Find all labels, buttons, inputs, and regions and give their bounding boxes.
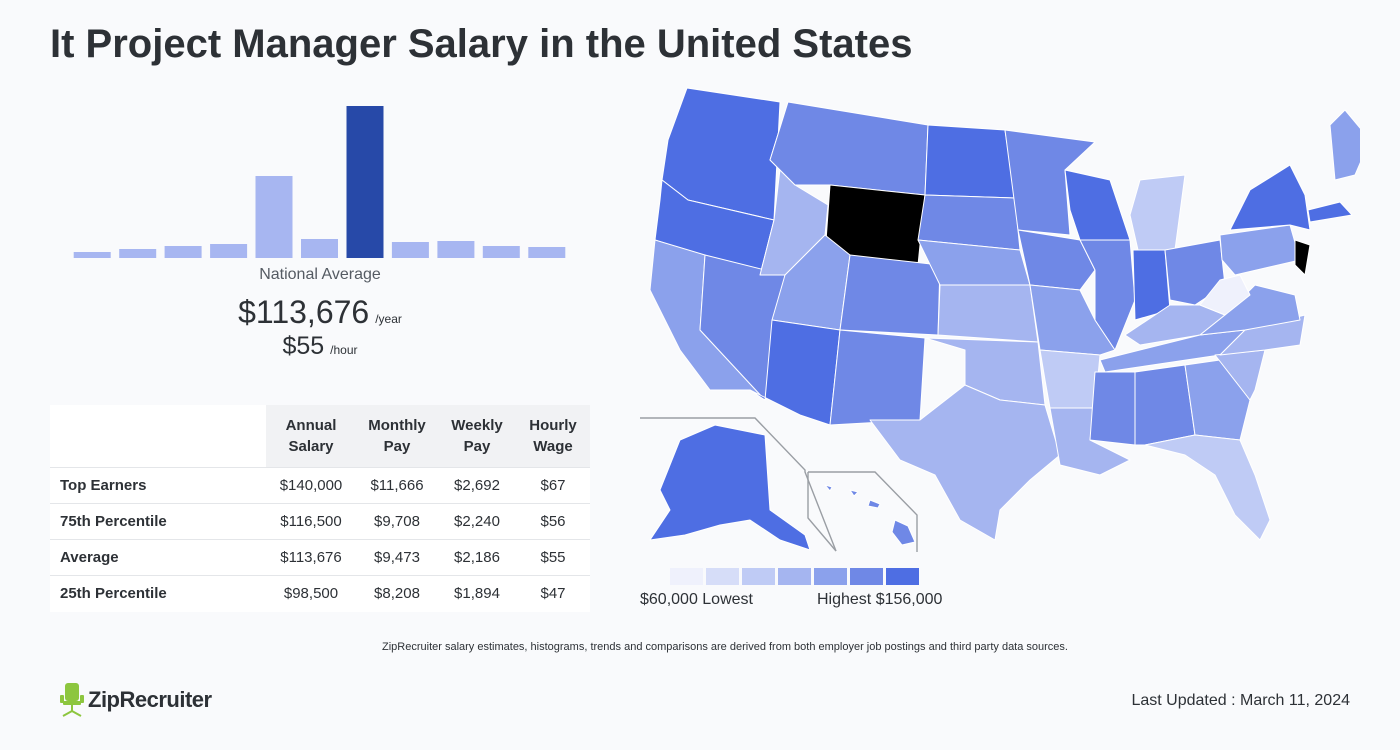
header-hourly-wage: Hourly Wage [516,405,590,468]
table-row: 75th Percentile $116,500 $9,708 $2,240 $… [50,503,590,540]
state-hawaii [824,484,916,546]
national-average-label: National Average [259,266,381,283]
state-iowa [1017,229,1096,291]
brand-name: ZipRecruiter [88,687,212,712]
legend-lowest-label: $60,000 Lowest [640,591,753,608]
table-header-row: Annual Salary Monthly Pay Weekly Pay Hou… [50,405,590,468]
ziprecruiter-logo[interactable]: ZipRecruiter [60,683,212,717]
state-new-mexico [829,329,926,426]
histogram-bar [437,241,475,258]
state-pennsylvania [1219,224,1301,276]
histogram-bar [164,246,202,258]
legend-color-scale [670,568,950,585]
histogram-bar [210,244,248,258]
table-cell: $2,240 [438,503,516,540]
chair-icon [60,683,84,717]
table-cell: $67 [516,467,590,504]
page-title: It Project Manager Salary in the United … [50,22,913,66]
legend-swatch [814,568,847,585]
table-cell: $2,692 [438,467,516,504]
legend-swatch [706,568,739,585]
legend-swatch [742,568,775,585]
hourly-unit: /hour [330,343,358,357]
table-cell: $2,186 [438,539,516,576]
national-average-hourly: $55/hour [70,332,570,361]
last-updated: Last Updated : March 11, 2024 [1131,692,1350,709]
histogram-bar-average [346,106,384,258]
row-label: Average [50,539,266,576]
map-legend: $60,000 Lowest Highest $156,000 [640,568,950,608]
table-row: Average $113,676 $9,473 $2,186 $55 [50,539,590,576]
histogram-bar [255,176,293,258]
histogram-bar [482,246,520,258]
state-mississippi [1089,371,1136,446]
state-montana [769,101,929,196]
row-label: 75th Percentile [50,503,266,540]
state-minnesota [1004,129,1096,236]
table-cell: $56 [516,503,590,540]
header-annual-salary: Annual Salary [266,405,356,468]
alaska-inset-border [640,417,837,552]
histogram-bar [119,249,157,258]
state-south-dakota [917,194,1021,251]
state-georgia [1184,359,1251,441]
legend-swatch [850,568,883,585]
table-cell: $1,894 [438,575,516,612]
state-maine [1329,109,1360,181]
table-cell: $140,000 [266,467,356,504]
table-cell: $8,208 [356,575,438,612]
legend-highest-label: Highest $156,000 [817,591,943,608]
table-cell: $47 [516,575,590,612]
state-florida [1144,434,1271,541]
legend-swatch [670,568,703,585]
table-row: Top Earners $140,000 $11,666 $2,692 $67 [50,467,590,504]
state-west-virginia [1199,274,1251,316]
header-weekly-pay: Weekly Pay [438,405,516,468]
state-new-jersey [1294,239,1311,276]
table-cell: $113,676 [266,539,356,576]
table-cell: $116,500 [266,503,356,540]
us-salary-map [640,87,1360,552]
state-illinois [1079,239,1136,351]
national-average-annual: $113,676/year [70,294,570,331]
table-cell: $55 [516,539,590,576]
table-row: 25th Percentile $98,500 $8,208 $1,894 $4… [50,575,590,612]
annual-salary-value: $113,676 [238,294,370,330]
state-alaska [649,424,811,551]
table-header-blank [50,405,266,468]
row-label: Top Earners [50,467,266,504]
state-colorado [839,254,941,336]
state-texas [869,384,1061,541]
histogram-bar [301,239,338,258]
salary-percentile-table: Annual Salary Monthly Pay Weekly Pay Hou… [50,405,590,612]
table-cell: $98,500 [266,575,356,612]
histogram-bar [528,247,566,258]
state-arkansas [1039,349,1101,409]
state-massachusetts [1307,201,1353,223]
salary-histogram [73,106,566,258]
header-monthly-pay: Monthly Pay [356,405,438,468]
row-label: 25th Percentile [50,575,266,612]
table-cell: $11,666 [356,467,438,504]
legend-swatch [886,568,919,585]
state-alabama [1134,364,1196,446]
hawaii-inset-border [807,471,918,552]
histogram-bar [391,242,429,258]
state-wisconsin [1064,169,1131,241]
table-cell: $9,708 [356,503,438,540]
state-shapes [649,87,1360,551]
histogram-bar [73,252,111,258]
state-north-dakota [924,124,1016,199]
state-north-carolina [1219,314,1306,356]
state-new-york [1229,164,1311,231]
state-michigan [1129,174,1186,251]
hourly-wage-value: $55 [282,332,325,360]
legend-swatch [778,568,811,585]
table-cell: $9,473 [356,539,438,576]
annual-unit: /year [375,312,402,326]
data-source-footnote: ZipRecruiter salary estimates, histogram… [382,641,1068,653]
state-kansas [937,284,1039,343]
